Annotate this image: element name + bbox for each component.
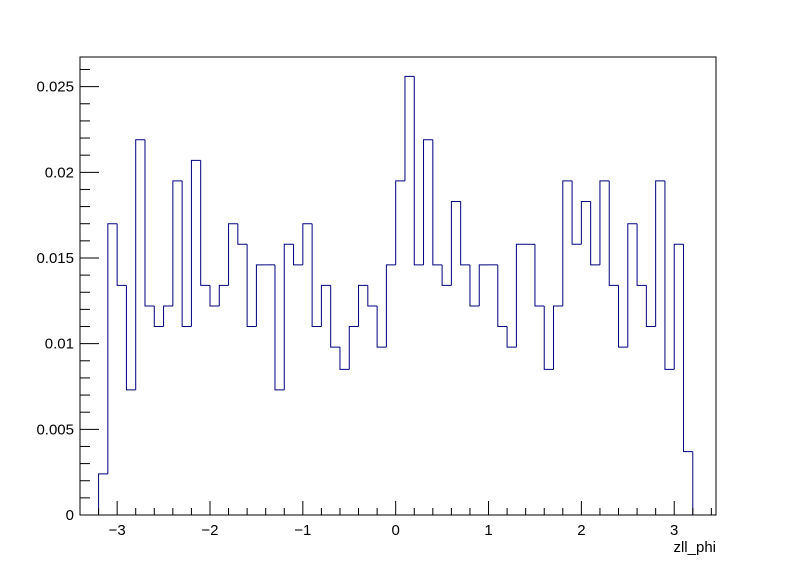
x-axis-title: zll_phi: [673, 539, 716, 556]
histogram-bin: [330, 285, 340, 348]
histogram-bin: [515, 243, 526, 348]
histogram-bin: [478, 264, 489, 306]
histogram-bin: [200, 160, 210, 286]
histogram-bin: [534, 244, 545, 307]
histogram-bin: [497, 264, 508, 328]
histogram-bin: [636, 223, 647, 286]
histogram-bin: [571, 180, 582, 245]
y-tick-label: 0.015: [36, 250, 74, 267]
histogram-bin: [218, 284, 229, 306]
histogram-bin: [246, 244, 257, 328]
histogram-bin: [413, 76, 424, 266]
histogram-bin: [135, 139, 145, 390]
histogram-bin: [655, 180, 665, 327]
histogram-bin: [107, 223, 118, 474]
histogram-bin: [302, 223, 313, 265]
x-tick-label: −1: [294, 522, 311, 539]
histogram-bin: [469, 264, 480, 307]
histogram-bin: [125, 285, 136, 391]
histogram-bin: [506, 326, 517, 348]
y-tick-label: 0: [66, 507, 74, 524]
histogram-bin: [98, 473, 108, 515]
histogram-bin: [153, 305, 164, 328]
histogram-bin: [543, 305, 554, 370]
histogram-bin: [385, 264, 396, 348]
y-tick-label: 0.01: [45, 336, 74, 353]
plot-frame: [79, 56, 717, 516]
histogram-bin: [404, 75, 415, 181]
histogram-bin: [618, 285, 628, 348]
histogram-bin: [376, 305, 387, 348]
x-tick-label: 3: [670, 522, 678, 539]
histogram-bin: [553, 305, 563, 370]
histogram-bin: [580, 200, 591, 245]
histogram-bin: [432, 139, 443, 266]
histogram-bin: [283, 243, 294, 390]
histogram-bin: [116, 223, 127, 286]
histogram-bin: [562, 180, 573, 306]
histogram-bin: [599, 180, 610, 265]
histogram-bin: [683, 244, 693, 453]
histogram-bin: [293, 244, 303, 266]
x-tick-label: 1: [484, 522, 492, 539]
histogram-bin: [367, 285, 378, 307]
histogram-bin: [181, 180, 192, 328]
histogram-bin: [664, 180, 675, 370]
x-tick-label: 0: [392, 522, 400, 539]
y-tick-label: 0.02: [45, 164, 74, 181]
x-tick-label: 2: [577, 522, 585, 539]
x-tick-label: −3: [109, 522, 126, 539]
histogram-bin: [441, 264, 452, 286]
histogram-bin: [627, 223, 638, 348]
y-tick-label: 0.005: [36, 421, 74, 438]
histogram-bin: [460, 201, 470, 266]
histogram-bin: [358, 284, 368, 327]
histogram-bin: [645, 285, 656, 328]
histogram-bin: [395, 180, 405, 265]
histogram-bin: [237, 223, 248, 245]
histogram-bin: [172, 180, 183, 306]
histogram-bin: [163, 305, 173, 327]
histogram-bin: [673, 243, 684, 370]
y-tick-label: 0.025: [36, 79, 74, 96]
histogram-bin: [144, 139, 155, 307]
histogram-bin: [274, 264, 285, 391]
histogram-bin: [608, 180, 619, 286]
histogram-bin: [348, 326, 359, 370]
histogram-bin: [228, 223, 238, 286]
x-tick-label: −2: [201, 522, 218, 539]
histogram-bin: [339, 347, 350, 370]
histogram-bin: [320, 284, 331, 327]
histogram-bin: [450, 200, 461, 286]
histogram-bin: [423, 139, 433, 265]
histogram-bin: [590, 201, 600, 266]
histogram-bin: [255, 264, 266, 327]
histogram-bin: [190, 159, 201, 327]
histogram-bin: [209, 285, 220, 307]
histogram-bin: [311, 223, 322, 328]
